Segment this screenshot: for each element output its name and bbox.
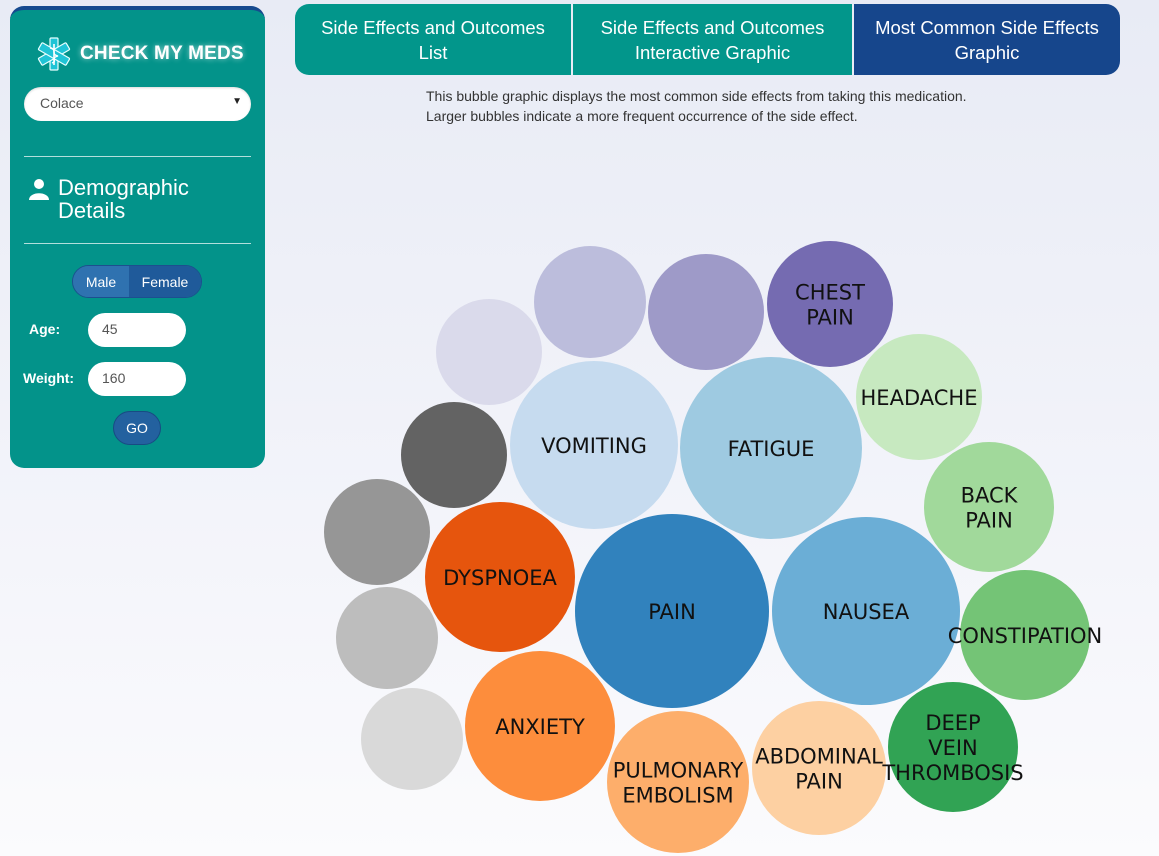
bubble[interactable]: ANXIETY xyxy=(465,651,615,801)
bubble[interactable]: HEADACHE xyxy=(856,334,982,460)
bubble-circle xyxy=(510,361,678,529)
bubble-label: DYSPNOEA xyxy=(443,566,557,590)
bubble-label: PAIN xyxy=(648,600,696,624)
bubble-label: EMBOLISM xyxy=(622,784,733,808)
bubble-circle xyxy=(607,711,749,853)
bubble-circle xyxy=(680,357,862,539)
bubble-label: NAUSEA xyxy=(823,600,910,624)
medication-select-value: Colace xyxy=(40,95,84,111)
medical-star-icon xyxy=(37,37,71,71)
graphic-description: This bubble graphic displays the most co… xyxy=(426,88,967,124)
bubble-label: DEEP xyxy=(925,711,980,735)
tab-label-line2: Interactive Graphic xyxy=(634,41,791,63)
bubble-circle xyxy=(436,299,542,405)
gender-female-button[interactable]: Female xyxy=(129,266,201,297)
bubble[interactable]: NAUSEA xyxy=(772,517,960,705)
bubble[interactable] xyxy=(324,479,430,585)
bubble[interactable]: PAIN xyxy=(575,514,769,708)
bubble[interactable] xyxy=(361,688,463,790)
bubble[interactable] xyxy=(648,254,764,370)
tab-label-line2: List xyxy=(418,41,448,63)
bubble-circle xyxy=(888,682,1018,812)
view-tabs: Side Effects and Outcomes List Side Effec… xyxy=(295,4,1120,75)
bubble-circle xyxy=(575,514,769,708)
bubble[interactable]: DYSPNOEA xyxy=(425,502,575,652)
bubble-circle xyxy=(534,246,646,358)
bubble-circle xyxy=(324,479,430,585)
bubble-label: VEIN xyxy=(928,736,978,760)
bubble[interactable] xyxy=(436,299,542,405)
bubble[interactable]: FATIGUE xyxy=(680,357,862,539)
tab-side-effects-list[interactable]: Side Effects and Outcomes List xyxy=(295,4,571,75)
bubble-circle xyxy=(336,587,438,689)
age-input[interactable]: 45 xyxy=(88,313,186,347)
divider xyxy=(24,243,251,244)
bubble-circle xyxy=(425,502,575,652)
gender-male-button[interactable]: Male xyxy=(73,266,129,297)
go-button[interactable]: GO xyxy=(113,411,161,445)
bubble-circle xyxy=(856,334,982,460)
bubble-label: CONSTIPATION xyxy=(948,624,1103,648)
demographic-title-line1: Demographic xyxy=(58,175,189,200)
bubble-circle xyxy=(752,701,886,835)
bubble-label: ABDOMINAL xyxy=(755,745,883,769)
bubble-circle xyxy=(767,241,893,367)
divider xyxy=(24,156,251,157)
bubble-label: THROMBOSIS xyxy=(881,761,1023,785)
tab-most-common-graphic[interactable]: Most Common Side Effects Graphic xyxy=(854,4,1120,75)
logo[interactable]: CHECK MY MEDS xyxy=(36,36,244,72)
bubble-label: PAIN xyxy=(795,770,843,794)
gender-toggle: Male Female xyxy=(72,265,202,298)
bubble-label: PULMONARY xyxy=(613,759,744,783)
weight-label: Weight: xyxy=(23,370,75,386)
bubble-circle xyxy=(924,442,1054,572)
bubble[interactable] xyxy=(336,587,438,689)
bubble-label: PAIN xyxy=(806,306,854,330)
bubble-circle xyxy=(648,254,764,370)
bubble-label: BACK xyxy=(961,484,1019,508)
bubble-circle xyxy=(465,651,615,801)
bubble[interactable] xyxy=(534,246,646,358)
bubble[interactable]: CONSTIPATION xyxy=(948,570,1103,700)
bubble-circle xyxy=(401,402,507,508)
bubble-label: PAIN xyxy=(965,509,1013,533)
bubble-circle xyxy=(361,688,463,790)
bubble-label: VOMITING xyxy=(541,434,647,458)
bubble[interactable] xyxy=(401,402,507,508)
sidebar: CHECK MY MEDS Colace ▼ Demographic Detai… xyxy=(10,6,265,468)
demographic-heading: Demographic Details xyxy=(28,176,189,222)
weight-input[interactable]: 160 xyxy=(88,362,186,396)
tab-label-line1: Side Effects and Outcomes xyxy=(600,16,825,38)
bubble-label: ANXIETY xyxy=(495,715,585,739)
demographic-title-line2: Details xyxy=(58,198,126,223)
tab-interactive-graphic[interactable]: Side Effects and Outcomes Interactive Gra… xyxy=(573,4,852,75)
bubble[interactable]: VOMITING xyxy=(510,361,678,529)
chevron-down-icon: ▼ xyxy=(232,96,242,107)
bubble-circle xyxy=(960,570,1090,700)
user-icon xyxy=(29,179,49,200)
age-label: Age: xyxy=(29,321,61,337)
bubble-label: FATIGUE xyxy=(728,437,815,461)
bubble-label: HEADACHE xyxy=(861,386,978,410)
bubble-label: CHEST xyxy=(795,281,865,305)
bubble-circle xyxy=(772,517,960,705)
medication-select[interactable]: Colace ▼ xyxy=(24,87,251,121)
logo-text: CHECK MY MEDS xyxy=(80,43,244,64)
tab-label-line1: Side Effects and Outcomes xyxy=(321,16,545,38)
tab-label-line2: Graphic xyxy=(954,41,1020,63)
tab-label-line1: Most Common Side Effects xyxy=(875,16,1099,38)
